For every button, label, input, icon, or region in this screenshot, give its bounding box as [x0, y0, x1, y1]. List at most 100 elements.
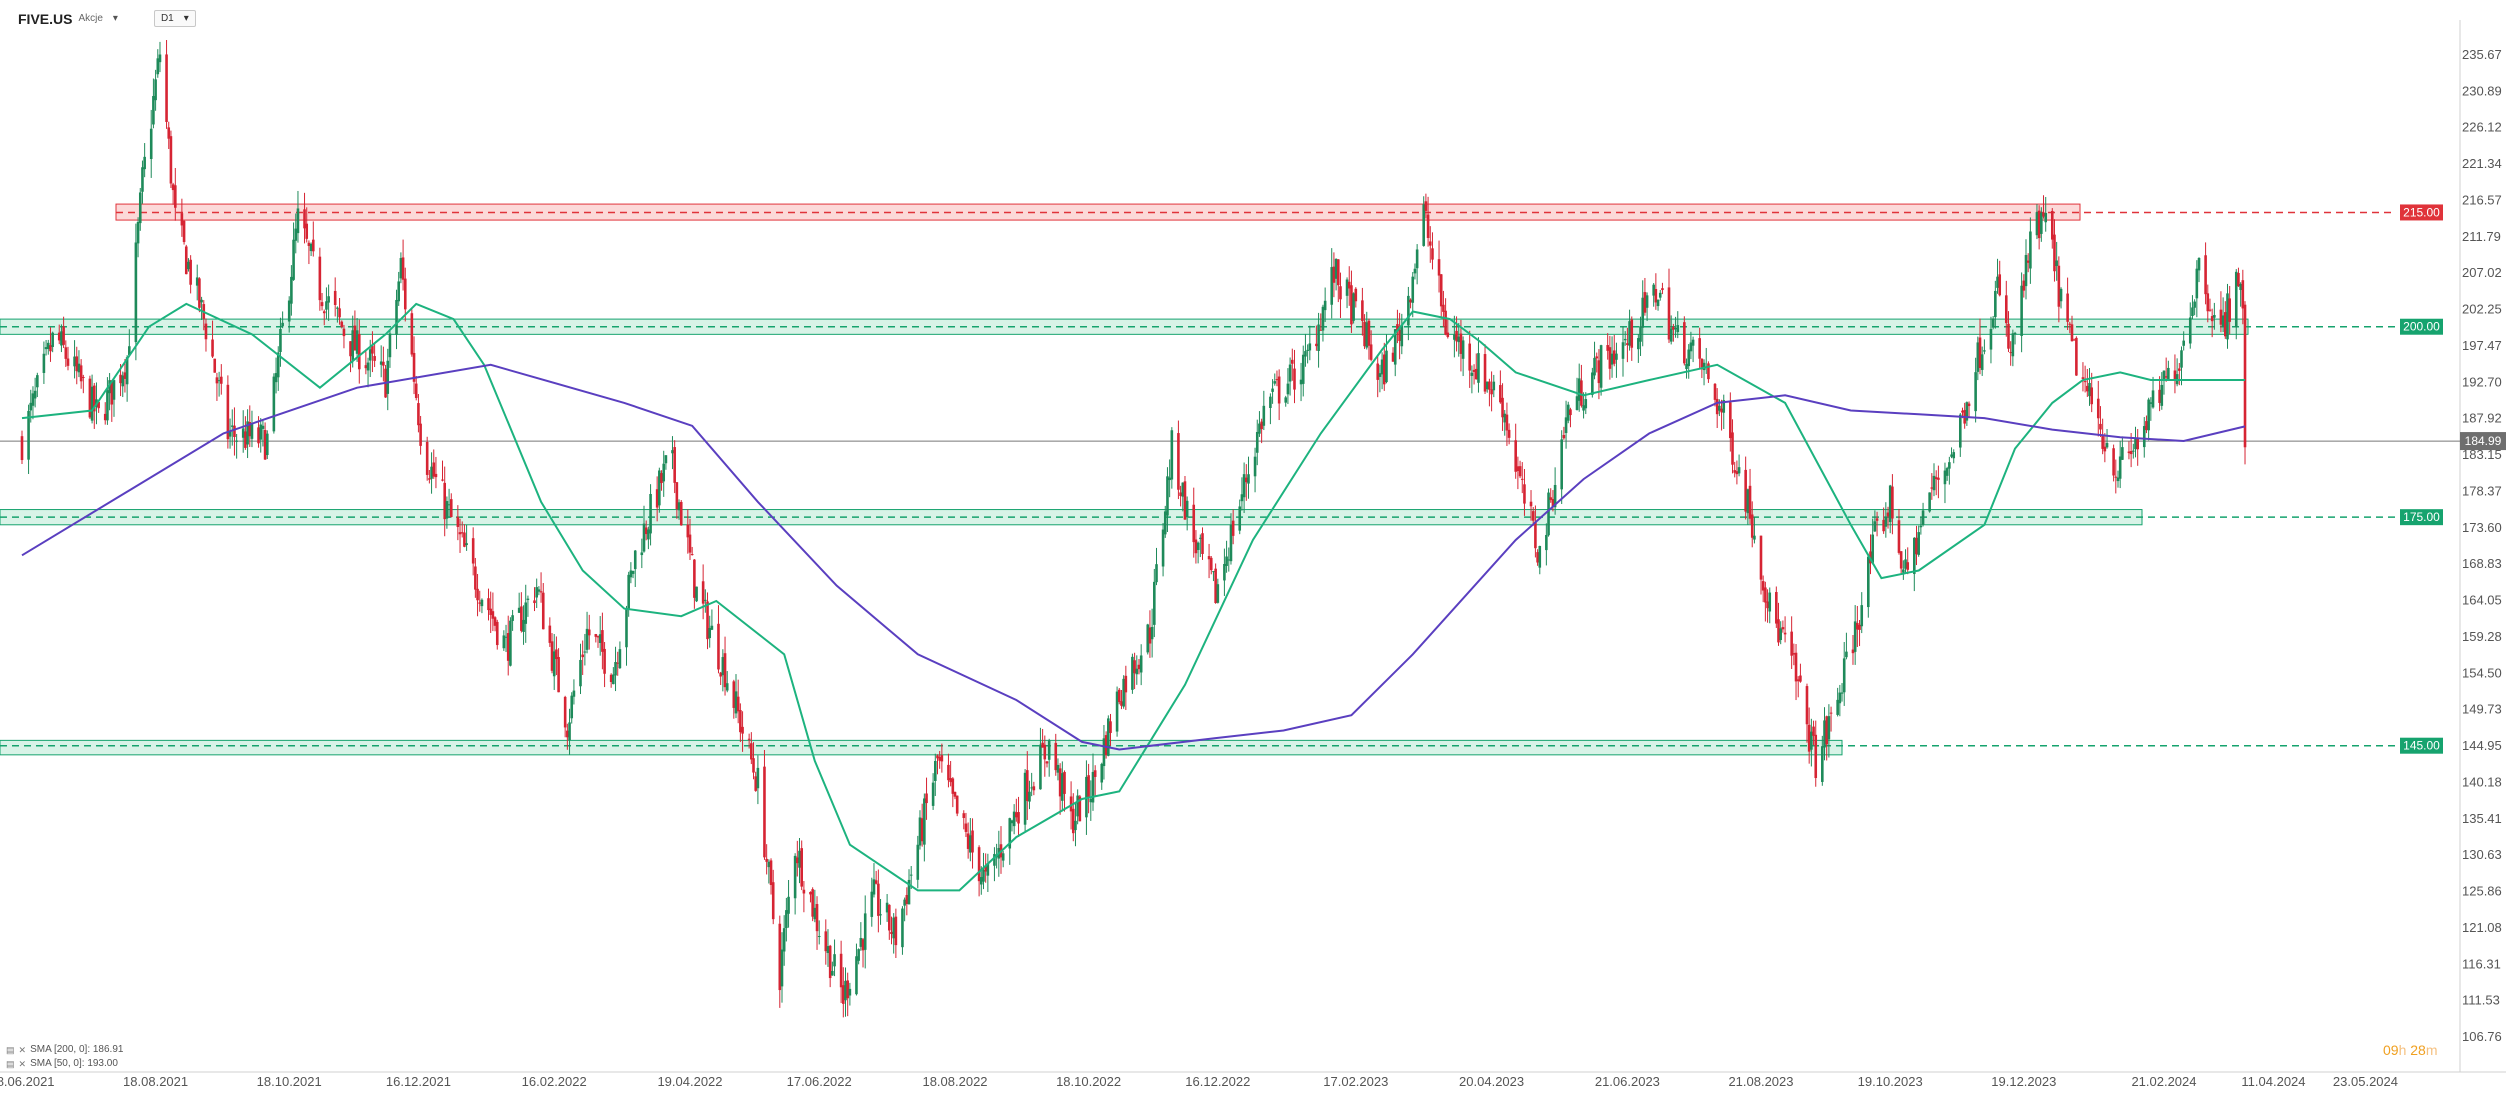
candle-body[interactable]	[20, 436, 24, 461]
candle-body[interactable]	[2228, 298, 2231, 322]
candle-body[interactable]	[1637, 338, 1640, 350]
candle-body[interactable]	[1906, 562, 1910, 570]
candle-body[interactable]	[1225, 556, 1228, 566]
candle-body[interactable]	[265, 433, 269, 456]
candle-body[interactable]	[1775, 592, 1778, 624]
candle-body[interactable]	[1304, 351, 1307, 357]
candle-body[interactable]	[1444, 310, 1447, 335]
candle-body[interactable]	[1306, 349, 1309, 351]
candle-body[interactable]	[1626, 343, 1629, 345]
candle-body[interactable]	[826, 946, 830, 954]
candle-body[interactable]	[949, 778, 952, 783]
candle-body[interactable]	[2210, 316, 2214, 322]
candle-body[interactable]	[305, 223, 309, 239]
candle-body[interactable]	[156, 58, 160, 75]
candle-body[interactable]	[811, 889, 814, 917]
candle-body[interactable]	[787, 896, 790, 914]
candle-body[interactable]	[410, 313, 414, 355]
candle-body[interactable]	[625, 609, 628, 648]
candle-body[interactable]	[655, 489, 659, 508]
candle-body[interactable]	[579, 659, 582, 687]
candle-body[interactable]	[2136, 438, 2139, 450]
candle-body[interactable]	[2197, 258, 2201, 271]
candle-body[interactable]	[248, 422, 252, 437]
candle-body[interactable]	[2011, 333, 2015, 357]
candle-body[interactable]	[1514, 440, 1517, 472]
candle-body[interactable]	[281, 322, 284, 327]
candle-body[interactable]	[1461, 340, 1465, 359]
candle-body[interactable]	[371, 345, 374, 354]
candle-body[interactable]	[77, 363, 81, 373]
candle-body[interactable]	[125, 357, 129, 385]
candle-body[interactable]	[710, 625, 714, 630]
candle-body[interactable]	[456, 516, 460, 527]
candle-body[interactable]	[535, 587, 538, 598]
candle-body[interactable]	[938, 757, 941, 761]
candle-body[interactable]	[798, 850, 801, 868]
candle-body[interactable]	[1363, 321, 1366, 347]
candle-body[interactable]	[1836, 699, 1839, 715]
candle-body[interactable]	[1628, 321, 1631, 346]
candle-body[interactable]	[962, 813, 966, 819]
candle-body[interactable]	[704, 599, 707, 601]
candle-body[interactable]	[1109, 721, 1112, 733]
candle-body[interactable]	[734, 691, 738, 714]
candle-body[interactable]	[1089, 798, 1093, 803]
candle-body[interactable]	[717, 623, 720, 670]
candle-body[interactable]	[2020, 285, 2023, 336]
candle-body[interactable]	[1058, 768, 1062, 797]
candle-body[interactable]	[1488, 381, 1491, 390]
candle-body[interactable]	[228, 431, 232, 437]
candle-body[interactable]	[982, 869, 985, 882]
candle-body[interactable]	[2066, 293, 2069, 322]
candle-body[interactable]	[1194, 539, 1198, 554]
candle-body[interactable]	[1137, 664, 1141, 670]
candle-body[interactable]	[263, 429, 267, 460]
candle-body[interactable]	[217, 380, 221, 382]
candle-body[interactable]	[1223, 563, 1226, 581]
candle-body[interactable]	[1146, 624, 1150, 653]
candle-body[interactable]	[1536, 552, 1539, 563]
candle-body[interactable]	[679, 501, 683, 526]
candle-body[interactable]	[309, 243, 313, 252]
candle-body[interactable]	[2239, 283, 2242, 291]
candle-body[interactable]	[401, 257, 405, 280]
candle-body[interactable]	[443, 482, 447, 520]
candle-body[interactable]	[1829, 712, 1833, 714]
candle-body[interactable]	[509, 620, 512, 666]
candle-body[interactable]	[88, 378, 92, 418]
candle-body[interactable]	[947, 764, 950, 781]
candle-body[interactable]	[2132, 450, 2135, 452]
candle-body[interactable]	[1529, 501, 1533, 507]
candle-body[interactable]	[320, 302, 324, 307]
candle-body[interactable]	[1560, 439, 1563, 490]
candle-body[interactable]	[395, 299, 398, 335]
candle-body[interactable]	[338, 308, 341, 318]
candle-body[interactable]	[675, 482, 679, 509]
candle-body[interactable]	[1645, 295, 1649, 308]
candle-body[interactable]	[572, 690, 576, 697]
candle-body[interactable]	[276, 352, 280, 378]
candle-body[interactable]	[1983, 350, 1986, 352]
timeframe-select[interactable]: D1 ▾	[153, 10, 196, 27]
candle-body[interactable]	[1183, 481, 1187, 520]
candle-body[interactable]	[1779, 628, 1783, 641]
candle-body[interactable]	[1107, 718, 1110, 756]
candle-body[interactable]	[1407, 295, 1410, 326]
candle-body[interactable]	[493, 617, 497, 626]
candle-body[interactable]	[33, 390, 37, 399]
candle-body[interactable]	[434, 473, 438, 478]
candle-body[interactable]	[1750, 514, 1754, 538]
candle-body[interactable]	[1654, 289, 1658, 303]
candle-body[interactable]	[1948, 462, 1951, 469]
candle-body[interactable]	[1074, 820, 1077, 831]
candle-body[interactable]	[1792, 653, 1796, 655]
candle-body[interactable]	[1319, 329, 1323, 331]
candle-body[interactable]	[62, 326, 65, 345]
candle-body[interactable]	[1882, 519, 1885, 532]
candle-body[interactable]	[1209, 557, 1213, 571]
candle-body[interactable]	[984, 866, 987, 872]
candle-body[interactable]	[969, 835, 972, 853]
candle-body[interactable]	[79, 365, 83, 382]
candle-body[interactable]	[1875, 518, 1879, 521]
